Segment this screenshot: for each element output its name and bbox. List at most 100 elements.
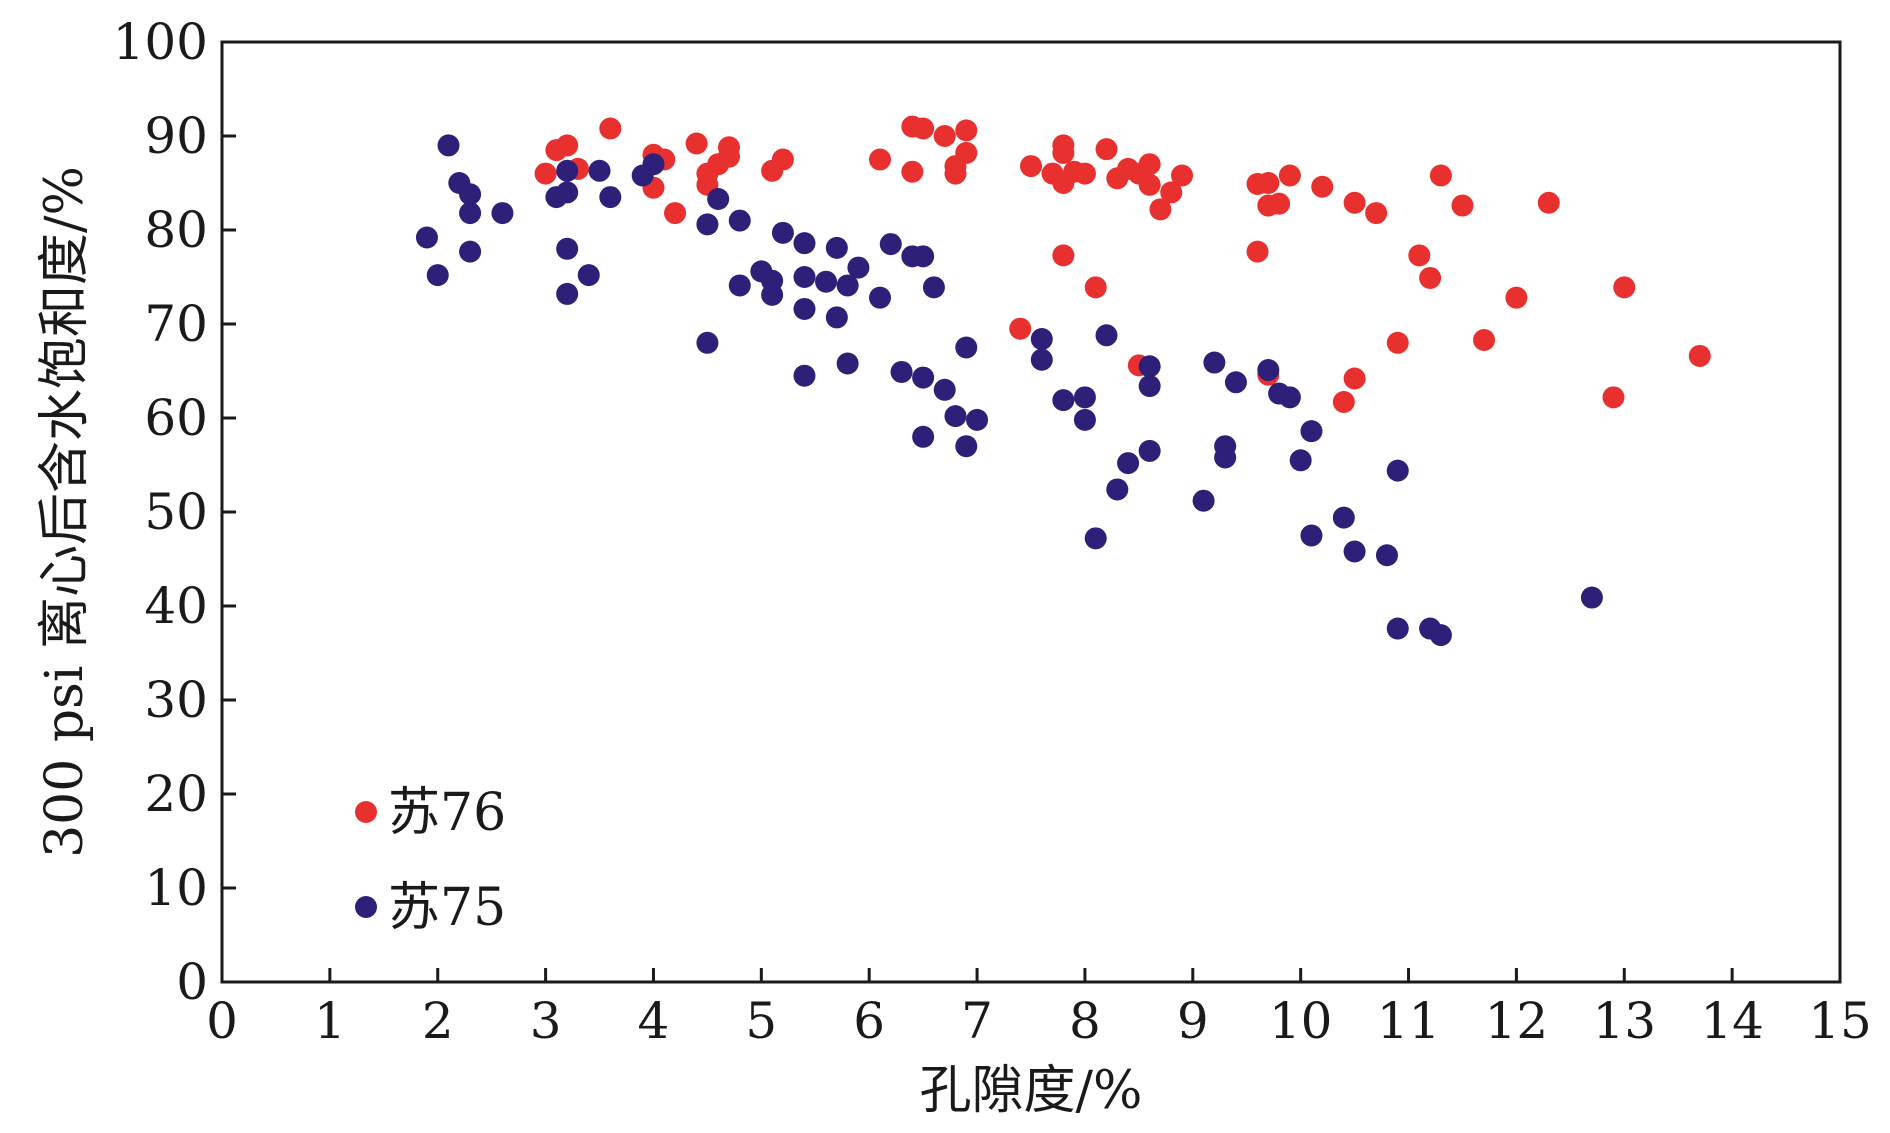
data-point-su75	[1052, 389, 1075, 412]
data-point-su76	[1311, 175, 1334, 198]
data-point-su75	[793, 297, 816, 320]
data-point-su75	[459, 183, 482, 206]
data-point-su75	[556, 181, 579, 204]
data-point-su75	[966, 408, 989, 431]
data-point-su75	[696, 213, 719, 236]
data-point-su75	[728, 274, 751, 297]
data-point-su76	[1246, 240, 1269, 263]
data-point-su75	[868, 286, 891, 309]
data-point-su75	[879, 233, 902, 256]
data-point-su75	[847, 256, 870, 279]
data-point-su76	[912, 117, 935, 140]
data-point-su76	[868, 148, 891, 171]
data-point-su75	[437, 134, 460, 157]
data-point-su75	[922, 276, 945, 299]
data-point-su75	[1332, 506, 1355, 529]
data-point-su76	[664, 202, 687, 225]
legend-marker-su76	[355, 801, 377, 823]
data-point-su76	[1160, 181, 1183, 204]
legend-marker-su75	[355, 896, 377, 918]
data-point-su76	[1268, 192, 1291, 215]
x-tick-label: 2	[422, 992, 454, 1050]
y-tick-label: 90	[144, 107, 208, 165]
data-point-su75	[793, 266, 816, 288]
x-tick-label: 14	[1700, 992, 1764, 1050]
data-point-su76	[1073, 162, 1096, 185]
x-tick-label: 10	[1269, 992, 1333, 1050]
x-tick-label: 9	[1177, 992, 1209, 1050]
data-point-su75	[1138, 355, 1161, 378]
data-point-su75	[1192, 489, 1215, 512]
data-point-su75	[825, 306, 848, 329]
data-point-su76	[1613, 276, 1636, 299]
legend-label-su75: 苏75	[388, 878, 506, 938]
data-point-su75	[836, 352, 859, 375]
data-point-su76	[1020, 155, 1042, 178]
y-tick-label: 30	[144, 671, 208, 729]
data-point-su75	[1084, 527, 1107, 550]
y-tick-label: 40	[144, 577, 208, 635]
data-point-su76	[1473, 328, 1496, 351]
data-points	[415, 115, 1711, 647]
data-point-su76	[1052, 244, 1075, 267]
x-tick-label: 11	[1377, 992, 1441, 1050]
data-point-su75	[1375, 544, 1398, 567]
data-point-su76	[933, 125, 956, 147]
data-point-su76	[1386, 331, 1409, 354]
data-point-su76	[685, 132, 708, 155]
data-point-su75	[1214, 446, 1237, 469]
y-tick-label: 50	[144, 483, 208, 541]
data-point-su75	[491, 202, 514, 225]
data-point-su76	[717, 145, 740, 168]
data-point-su75	[825, 236, 848, 259]
data-point-su75	[1203, 351, 1226, 374]
data-point-su75	[1030, 348, 1053, 371]
x-tick-label: 4	[638, 992, 670, 1050]
data-point-su76	[1332, 391, 1355, 414]
data-point-su75	[599, 186, 622, 209]
data-point-su76	[1688, 344, 1711, 367]
data-point-su75	[1386, 617, 1409, 640]
data-point-su76	[599, 117, 622, 140]
data-point-su75	[1106, 478, 1129, 501]
data-point-su75	[793, 232, 816, 255]
data-point-su76	[1419, 266, 1442, 289]
data-point-su75	[459, 240, 482, 263]
data-point-su75	[1224, 371, 1247, 394]
y-axis-title: 300 psi 离心后含水饱和度/%	[35, 166, 95, 858]
y-tick-label: 10	[144, 859, 208, 917]
data-point-su75	[577, 264, 600, 287]
x-tick-label: 3	[530, 992, 562, 1050]
data-point-su76	[556, 134, 579, 157]
data-point-su76	[1171, 164, 1194, 187]
data-point-su76	[1084, 276, 1107, 299]
y-tick-label: 80	[144, 201, 208, 259]
data-point-su76	[1343, 191, 1366, 214]
legend: 苏76 苏75	[355, 783, 506, 938]
data-point-su76	[1095, 138, 1118, 161]
data-point-su76	[1138, 173, 1161, 196]
data-point-su76	[1451, 194, 1474, 217]
data-point-su75	[815, 270, 838, 293]
data-point-su75	[912, 366, 935, 389]
y-tick-label: 100	[113, 13, 208, 71]
data-point-su76	[1052, 134, 1075, 157]
data-point-su76	[1278, 164, 1301, 187]
y-tick-label: 0	[176, 953, 208, 1011]
data-point-su75	[1030, 328, 1053, 351]
data-point-su75	[771, 221, 794, 244]
data-point-su76	[1505, 286, 1528, 309]
data-point-su75	[955, 435, 978, 458]
data-point-su76	[901, 160, 924, 183]
data-point-su76	[534, 162, 557, 185]
y-axis-ticks: 0 10 20 30 40 50 60 70 80 90 100	[113, 13, 236, 1011]
x-tick-label: 5	[745, 992, 777, 1050]
data-point-su75	[1095, 324, 1118, 347]
x-axis-title: 孔隙度/%	[920, 1061, 1143, 1121]
x-tick-label: 15	[1808, 992, 1872, 1050]
data-point-su75	[642, 153, 665, 176]
data-point-su75	[459, 202, 482, 225]
data-point-su75	[944, 405, 967, 428]
data-point-su76	[1602, 386, 1625, 409]
data-point-su75	[1117, 452, 1140, 475]
